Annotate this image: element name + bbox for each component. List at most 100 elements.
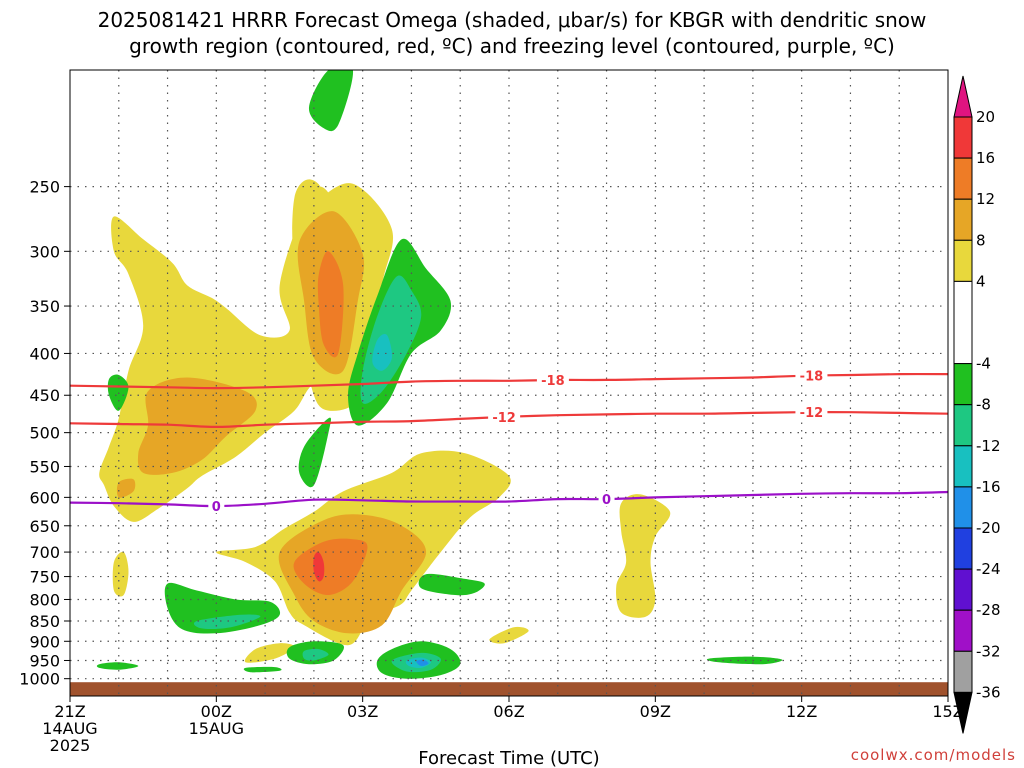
omega-region-25 bbox=[302, 648, 329, 661]
colorbar-bin bbox=[953, 445, 973, 488]
y-tick-label: 800 bbox=[29, 590, 60, 609]
x-tick-label: 14AUG bbox=[42, 719, 97, 738]
omega-colorbar: 20 16 12 8 4 -4 -8 -12 -16 -20 -24 -28 -32 -36 bbox=[953, 75, 1001, 734]
colorbar-bin bbox=[953, 157, 973, 200]
omega-region-19 bbox=[107, 374, 129, 411]
colorbar-tick-label: 8 bbox=[976, 231, 986, 249]
omega-region-30 bbox=[96, 662, 139, 670]
y-tick-label: 400 bbox=[29, 344, 60, 363]
omega-region-5 bbox=[317, 251, 344, 358]
y-tick-label: 350 bbox=[29, 297, 60, 316]
x-tick-label: 21Z bbox=[54, 702, 85, 721]
y-tick-label: 500 bbox=[29, 424, 60, 443]
colorbar-top-arrow bbox=[953, 75, 973, 118]
y-tick-label: 250 bbox=[29, 178, 60, 197]
colorbar-bin bbox=[953, 239, 973, 282]
omega-region-22 bbox=[193, 614, 261, 630]
contour-label-bg bbox=[488, 408, 521, 424]
ground-layer bbox=[70, 682, 948, 696]
x-tick-label: 12Z bbox=[786, 702, 817, 721]
colorbar-tick-label: 20 bbox=[976, 108, 995, 126]
colorbar-tick-label: 12 bbox=[976, 190, 995, 208]
omega-region-31 bbox=[243, 666, 282, 673]
contour-label-bg bbox=[536, 372, 569, 388]
omega-region-29 bbox=[416, 659, 429, 667]
y-tick-label: 900 bbox=[29, 632, 60, 651]
colorbar-bin bbox=[953, 568, 973, 611]
y-tick-label: 650 bbox=[29, 517, 60, 536]
omega-region-17 bbox=[616, 494, 671, 618]
x-tick-label: 2025 bbox=[50, 736, 91, 755]
contour-label--18: -18 bbox=[541, 374, 565, 389]
colorbar-bin bbox=[953, 363, 973, 406]
y-tick-label: 850 bbox=[29, 612, 60, 631]
omega-shading-layer bbox=[96, 70, 783, 679]
contour-label--18: -18 bbox=[800, 370, 824, 385]
site-credit: coolwx.com/models bbox=[851, 746, 1016, 764]
contour-label-0: 0 bbox=[602, 493, 611, 508]
contour-label--12: -12 bbox=[492, 411, 516, 426]
omega-region-14 bbox=[116, 478, 136, 498]
omega-region-11 bbox=[360, 275, 422, 404]
y-tick-label: 300 bbox=[29, 242, 60, 261]
colorbar-tick-label: 4 bbox=[976, 272, 986, 290]
x-tick-label: 15AUG bbox=[189, 719, 244, 738]
colorbar-bin bbox=[953, 116, 973, 159]
chart-title-line-1: 2025081421 HRRR Forecast Omega (shaded, … bbox=[98, 8, 927, 32]
y-tick-label: 700 bbox=[29, 543, 60, 562]
colorbar-bin bbox=[953, 650, 973, 693]
colorbar-tick-label: -32 bbox=[976, 642, 1001, 660]
colorbar-bin bbox=[953, 404, 973, 447]
colorbar-bottom-arrow bbox=[953, 691, 973, 734]
contour-label--12: -12 bbox=[800, 406, 824, 421]
colorbar-bin bbox=[953, 280, 973, 365]
colorbar-tick-label: -8 bbox=[976, 396, 991, 414]
colorbar-tick-label: -36 bbox=[976, 683, 1001, 701]
colorbar-bin bbox=[953, 609, 973, 652]
y-tick-label: 600 bbox=[29, 488, 60, 507]
contour-label-bg bbox=[795, 367, 828, 383]
colorbar-tick-label: -12 bbox=[976, 437, 1001, 455]
y-tick-label: 1000 bbox=[19, 670, 60, 689]
x-tick-label: 06Z bbox=[493, 702, 524, 721]
contour-label-0: 0 bbox=[212, 500, 221, 515]
x-tick-label: 00Z bbox=[201, 702, 232, 721]
colorbar-tick-label: 16 bbox=[976, 149, 995, 167]
contour-line-0 bbox=[70, 490, 948, 508]
colorbar-tick-label: -24 bbox=[976, 560, 1001, 578]
colorbar-bin bbox=[953, 527, 973, 570]
omega-region-8 bbox=[293, 538, 368, 596]
pressure-axis: 2503003504004505005506006507007508008509… bbox=[19, 178, 70, 689]
y-tick-label: 550 bbox=[29, 457, 60, 476]
contour-label-bg bbox=[208, 498, 225, 514]
omega-region-23 bbox=[418, 573, 485, 596]
x-tick-label: 09Z bbox=[640, 702, 671, 721]
x-tick-label: 03Z bbox=[347, 702, 378, 721]
x-tick-label: 15Z bbox=[932, 702, 963, 721]
omega-region-16 bbox=[489, 626, 529, 644]
colorbar-tick-label: -16 bbox=[976, 478, 1001, 496]
omega-region-15 bbox=[244, 643, 295, 663]
colorbar-tick-label: -4 bbox=[976, 355, 991, 373]
contour-label-bg bbox=[795, 404, 828, 420]
x-axis-label: Forecast Time (UTC) bbox=[418, 748, 599, 768]
omega-region-12 bbox=[372, 334, 393, 371]
omega-region-18 bbox=[308, 70, 353, 132]
colorbar-bin bbox=[953, 198, 973, 241]
chart-title-line-2: growth region (contoured, red, ºC) and f… bbox=[129, 34, 895, 58]
omega-region-9 bbox=[313, 551, 325, 582]
omega-region-13 bbox=[112, 551, 129, 597]
colorbar-tick-label: -28 bbox=[976, 601, 1001, 619]
omega-region-32 bbox=[706, 656, 783, 665]
contour-label-bg bbox=[598, 491, 615, 507]
colorbar-bin bbox=[953, 486, 973, 529]
y-tick-label: 950 bbox=[29, 651, 60, 670]
ground-strip bbox=[70, 682, 948, 696]
y-tick-label: 450 bbox=[29, 386, 60, 405]
colorbar-tick-label: -20 bbox=[976, 519, 1001, 537]
y-tick-label: 750 bbox=[29, 568, 60, 587]
contour-layer: -18 -18 -12 -12 0 0 bbox=[70, 367, 948, 515]
omega-region-20 bbox=[298, 417, 332, 488]
